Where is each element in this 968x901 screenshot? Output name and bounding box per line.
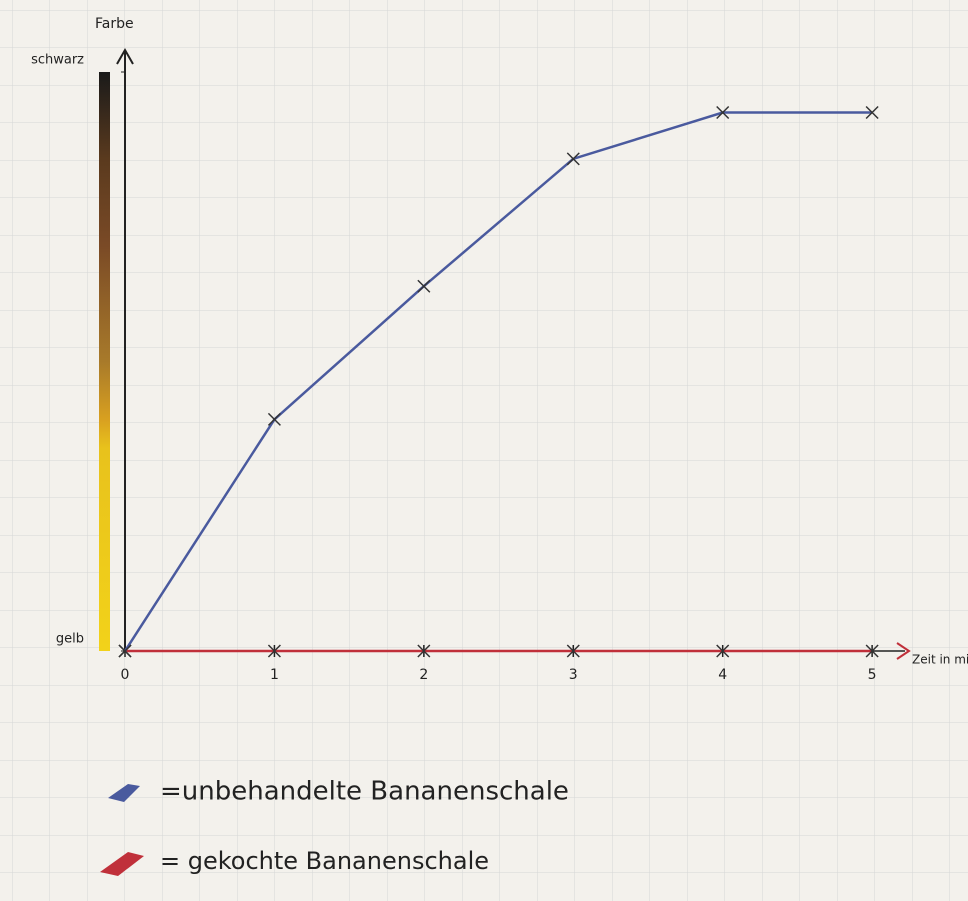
legend-label: = gekochte Bananenschale bbox=[160, 847, 489, 875]
x-axis-label: Zeit in min bbox=[912, 653, 968, 667]
y-axis-label: Farbe bbox=[95, 16, 134, 32]
legend-label: =unbehandelte Bananenschale bbox=[160, 777, 569, 807]
y-tick-label: gelb bbox=[56, 632, 84, 647]
x-tick-label: 0 bbox=[121, 667, 130, 683]
y-tick-label: schwarz bbox=[31, 53, 84, 68]
chart: Farbe Zeit in min =unbehandelte Bananens… bbox=[0, 0, 968, 901]
x-tick-label: 2 bbox=[419, 667, 428, 683]
grid-paper bbox=[0, 0, 968, 901]
x-tick-label: 3 bbox=[569, 667, 578, 683]
x-tick-label: 4 bbox=[718, 667, 727, 683]
x-tick-label: 1 bbox=[270, 667, 279, 683]
x-tick-label: 5 bbox=[868, 667, 877, 683]
color-scale bbox=[99, 72, 110, 651]
